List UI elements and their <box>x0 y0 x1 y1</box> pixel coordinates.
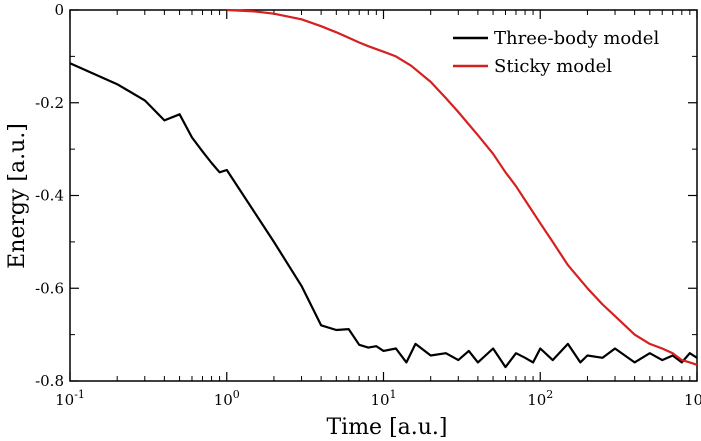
x-tick-base: 10 <box>55 391 74 409</box>
series-line-three-body <box>69 62 698 369</box>
legend-label: Sticky model <box>494 56 612 77</box>
x-tick-exponent: 2 <box>546 388 553 401</box>
y-tick-label: 0 <box>54 1 64 19</box>
y-tick-label: -0.8 <box>35 372 64 390</box>
series-lines <box>69 8 698 369</box>
x-tick-exponent: 0 <box>233 388 240 401</box>
x-tick-label: 10-1 <box>55 388 85 409</box>
x-tick-base: 10 <box>214 391 233 409</box>
series-line-sticky <box>226 8 698 366</box>
x-tick-label: 100 <box>214 388 240 409</box>
x-tick-label: 101 <box>370 388 396 409</box>
y-axis: 0 -0.2 -0.4 -0.6 -0.8 <box>35 1 697 390</box>
x-tick-exponent: 1 <box>390 388 397 401</box>
y-tick-label: -0.6 <box>35 279 64 297</box>
x-tick-label: 102 <box>527 388 553 409</box>
y-tick-label: -0.4 <box>35 187 64 205</box>
x-tick-base: 10 <box>370 391 389 409</box>
legend: Three-body model Sticky model <box>453 28 659 77</box>
x-tick-exponent: -1 <box>74 388 85 401</box>
x-axis: 10-1100101102103 <box>55 10 701 409</box>
x-tick-base: 10 <box>684 391 701 409</box>
x-tick-label: 103 <box>684 388 701 409</box>
legend-label: Three-body model <box>494 28 659 49</box>
y-tick-label: -0.2 <box>35 94 64 112</box>
x-tick-base: 10 <box>527 391 546 409</box>
x-axis-title: Time [a.u.] <box>326 415 447 440</box>
y-axis-title: Energy [a.u.] <box>5 123 30 269</box>
